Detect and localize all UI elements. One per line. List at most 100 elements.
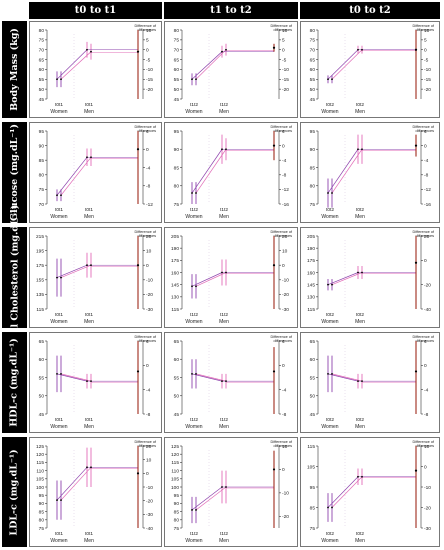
- data-point: [86, 264, 88, 267]
- y-tick-label: 190: [307, 246, 315, 252]
- y-tick-label: 80: [39, 173, 45, 179]
- series-line-first-time: [191, 272, 223, 287]
- diff-tick-label: -20: [146, 292, 153, 298]
- panel-frame: [164, 332, 298, 433]
- x-tick-label: t0: [85, 207, 89, 213]
- diff-tick-label: 4: [146, 339, 149, 345]
- diff-label-line2: differences: [415, 444, 434, 448]
- y-tick-label: 160: [171, 270, 179, 276]
- x-tick-label: t0: [356, 417, 360, 423]
- data-point: [221, 486, 223, 488]
- diff-label-line1: Difference of: [271, 230, 293, 234]
- diff-tick-label: 20: [146, 234, 152, 240]
- y-tick-label: 115: [36, 307, 44, 313]
- diff-label-line2: differences: [273, 339, 292, 343]
- group-label-men: Men: [84, 538, 94, 544]
- row-header-glucose: Glucose (mg.dL⁻¹): [2, 122, 27, 223]
- diff-tick-label: 4: [146, 129, 149, 135]
- group-label-women: Women: [185, 424, 202, 430]
- y-tick-label: 100: [171, 485, 179, 491]
- group-label-men: Men: [84, 109, 94, 115]
- y-tick-label: 60: [174, 67, 180, 73]
- series-line-second-time: [331, 49, 363, 80]
- x-tick-label: t0: [326, 312, 330, 318]
- y-tick-label: 60: [39, 357, 45, 363]
- data-point: [361, 48, 363, 51]
- group-label-women: Women: [50, 214, 67, 220]
- x-tick-label: t0: [326, 102, 330, 108]
- diff-tick-label: 4: [282, 129, 285, 135]
- diff-point: [272, 46, 276, 49]
- row-header-ldl-c: LDL-c (mg.dL⁻¹): [2, 437, 27, 547]
- data-point: [357, 380, 359, 383]
- diff-tick-label: -5: [282, 57, 287, 63]
- group-label-men: Men: [355, 109, 365, 115]
- diff-tick-label: 0: [424, 464, 427, 470]
- y-tick-label: 50: [174, 394, 180, 400]
- x-tick-label: t1: [190, 102, 194, 108]
- y-tick-label: 60: [39, 67, 45, 73]
- series-line-second-time: [195, 49, 227, 80]
- x-tick-label: t0: [356, 207, 360, 213]
- y-tick-label: 65: [39, 57, 45, 63]
- diff-tick-label: 20: [282, 234, 288, 240]
- data-point: [56, 372, 58, 375]
- series-line-first-time: [191, 373, 223, 382]
- y-tick-label: 105: [171, 477, 179, 483]
- x-tick-label: t1: [220, 207, 224, 213]
- group-label-men: Men: [84, 424, 94, 430]
- y-tick-label: 60: [174, 357, 180, 363]
- y-tick-label: 75: [39, 187, 45, 193]
- data-point: [195, 78, 197, 81]
- data-point: [225, 380, 227, 383]
- data-point: [357, 271, 359, 274]
- series-line-second-time: [331, 272, 363, 285]
- y-tick-label: 115: [171, 307, 179, 313]
- y-tick-label: 90: [174, 501, 180, 507]
- series-line-second-time: [60, 157, 92, 196]
- diff-tick-label: 10: [282, 28, 288, 34]
- diff-tick-label: 0: [424, 143, 427, 149]
- diff-tick-label: -20: [424, 505, 431, 511]
- y-tick-label: 45: [310, 97, 316, 103]
- x-tick-label: t0: [85, 102, 89, 108]
- diff-tick-label: 0: [146, 147, 149, 153]
- data-point: [86, 48, 88, 51]
- y-tick-label: 90: [310, 147, 316, 153]
- diff-tick-label: 20: [146, 444, 152, 450]
- panel-frame: [300, 332, 440, 433]
- diff-point: [272, 370, 276, 373]
- group-label-men: Men: [355, 538, 365, 544]
- x-tick-label: t2: [360, 207, 364, 213]
- y-tick-label: 105: [36, 477, 44, 483]
- y-tick-label: 135: [36, 292, 44, 298]
- diff-point: [136, 148, 140, 151]
- series-line-first-time: [56, 467, 88, 501]
- diff-tick-label: -4: [424, 158, 429, 164]
- y-tick-label: 85: [174, 165, 180, 171]
- series-line-second-time: [195, 149, 227, 194]
- series-line-second-time: [60, 51, 92, 80]
- diff-tick-label: -8: [146, 184, 151, 190]
- y-tick-label: 160: [307, 270, 315, 276]
- x-tick-label: t2: [224, 207, 228, 213]
- group-label-women: Women: [50, 424, 67, 430]
- series-line-second-time: [331, 149, 363, 194]
- diff-tick-label: -20: [146, 87, 153, 93]
- diff-label-line1: Difference of: [135, 24, 157, 28]
- data-point: [361, 148, 363, 151]
- diff-tick-label: -8: [282, 173, 287, 179]
- y-tick-label: 145: [307, 282, 315, 288]
- data-point: [86, 380, 88, 383]
- series-line-first-time: [327, 49, 359, 80]
- series-line-first-time: [56, 264, 88, 278]
- panel-frame: [29, 437, 162, 547]
- diff-tick-label: -16: [424, 202, 431, 208]
- panel-3-3: 115 130 145 160 175 190 205 20 0 -20 -40 Difference…: [300, 227, 440, 328]
- data-point: [90, 156, 92, 159]
- y-tick-label: 45: [39, 412, 45, 418]
- group-label-women: Women: [50, 538, 67, 544]
- y-tick-label: 75: [39, 38, 45, 44]
